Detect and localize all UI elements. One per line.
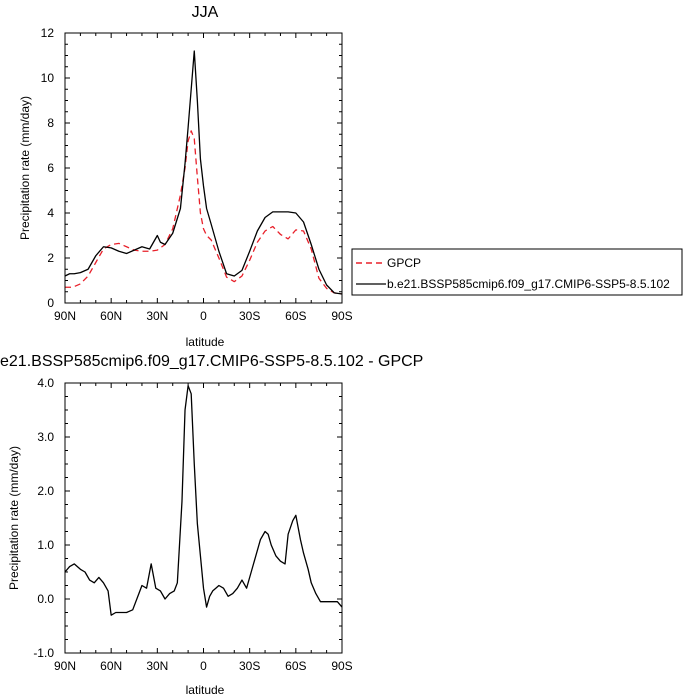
bottom-series-line-0 xyxy=(64,385,343,616)
top-y-tick-label: 4 xyxy=(47,206,54,220)
top-y-tick-label: 8 xyxy=(47,116,54,130)
bottom-y-tick-label: 3.0 xyxy=(37,430,54,444)
legend-label-gpcp: GPCP xyxy=(387,256,421,270)
legend-box xyxy=(351,248,683,296)
bottom-x-tick-label: 90N xyxy=(54,659,76,673)
top-y-ticks: 0 2 4 6 8 10 12 xyxy=(41,26,342,310)
bottom-xlabel: latitude xyxy=(186,683,225,697)
top-series-line-0 xyxy=(65,130,343,295)
top-series-line-1 xyxy=(64,50,343,295)
bottom-x-tick-label: 90S xyxy=(331,659,352,673)
top-y-tick-label: 6 xyxy=(47,161,54,175)
top-x-tick-label: 90S xyxy=(331,309,352,323)
bottom-ylabel: Precipitation rate (mm/day) xyxy=(7,446,21,590)
bottom-y-ticks: -1.0 0.0 1.0 2.0 3.0 4.0 xyxy=(33,376,342,660)
bottom-x-tick-label: 60N xyxy=(100,659,122,673)
bottom-series-lines xyxy=(64,385,343,616)
bottom-x-ticks: 90N 60N 30N 0 30S 60S 90S xyxy=(54,383,353,673)
top-x-ticks: 90N 60N 30N 0 30S 60S 90S xyxy=(54,33,353,323)
top-panel: JJA Precipitation rate (mm/day) latitude… xyxy=(18,4,353,349)
top-x-tick-label: 60N xyxy=(100,309,122,323)
top-ylabel: Precipitation rate (mm/day) xyxy=(18,96,32,240)
top-y-tick-label: 10 xyxy=(41,71,55,85)
bottom-y-tick-label: -1.0 xyxy=(33,646,54,660)
bottom-x-tick-label: 60S xyxy=(285,659,306,673)
legend-label-model: b.e21.BSSP585cmip6.f09_g17.CMIP6-SSP5-8.… xyxy=(387,277,670,291)
top-x-tick-label: 90N xyxy=(54,309,76,323)
top-chart-title: JJA xyxy=(192,4,219,21)
bottom-x-tick-label: 30N xyxy=(146,659,168,673)
top-y-tick-label: 12 xyxy=(41,26,55,40)
top-plot-frame xyxy=(64,32,343,304)
bottom-y-tick-label: 0.0 xyxy=(37,592,54,606)
bottom-panel: b.e21.BSSP585cmip6.f09_g17.CMIP6-SSP5-8.… xyxy=(0,353,423,697)
top-x-tick-label: 0 xyxy=(200,309,207,323)
bottom-chart-title: b.e21.BSSP585cmip6.f09_g17.CMIP6-SSP5-8.… xyxy=(0,353,423,370)
bottom-y-tick-label: 4.0 xyxy=(37,376,54,390)
legend: GPCP b.e21.BSSP585cmip6.f09_g17.CMIP6-SS… xyxy=(351,248,683,296)
bottom-plot-frame xyxy=(64,382,343,654)
top-y-tick-label: 2 xyxy=(47,251,54,265)
top-xlabel: latitude xyxy=(186,335,225,349)
bottom-y-tick-label: 1.0 xyxy=(37,538,54,552)
bottom-x-tick-label: 30S xyxy=(239,659,260,673)
top-y-tick-label: 0 xyxy=(47,296,54,310)
top-x-tick-label: 30S xyxy=(239,309,260,323)
bottom-x-tick-label: 0 xyxy=(200,659,207,673)
top-x-tick-label: 60S xyxy=(285,309,306,323)
bottom-y-tick-label: 2.0 xyxy=(37,484,54,498)
top-series-lines xyxy=(64,50,343,295)
top-x-tick-label: 30N xyxy=(146,309,168,323)
